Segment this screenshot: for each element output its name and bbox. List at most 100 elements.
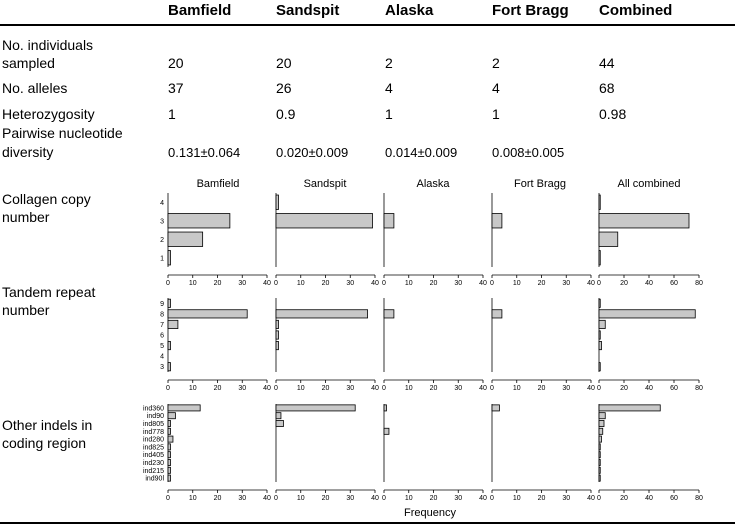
x-tick-label: 40 xyxy=(263,280,271,287)
x-tick-label: 30 xyxy=(238,280,246,287)
x-tick-label: 80 xyxy=(695,385,703,392)
header-combined: Combined xyxy=(599,2,672,19)
category-label-7: 7 xyxy=(160,322,164,329)
panel-titles: Bamfield Sandspit Alaska Fort Bragg All … xyxy=(197,178,681,190)
stat-heterozygosity-sandspit: 0.9 xyxy=(276,106,296,122)
bar-ind805 xyxy=(598,420,605,427)
x-tick-label: 30 xyxy=(454,495,462,502)
stat-diversity-bamfield: 0.131±0.064 xyxy=(168,145,240,160)
x-axis-label: Frequency xyxy=(404,507,456,519)
x-tick-label: 0 xyxy=(597,280,601,287)
row-label-tandem-line1: Tandem repeat xyxy=(2,284,96,300)
stat-diversity-alaska: 0.014±0.009 xyxy=(385,145,457,160)
bar-ind280 xyxy=(598,435,602,443)
panel-title-sandspit: Sandspit xyxy=(304,178,347,190)
panel-title-bamfield: Bamfield xyxy=(197,178,240,190)
summary-statistics: No. individuals sampled 20 20 2 2 44 No.… xyxy=(2,37,626,160)
x-tick-label: 0 xyxy=(382,385,386,392)
chart-3-panel-bamfield: 0 10 20 30 40 xyxy=(166,404,271,502)
bar-ind90 xyxy=(167,412,176,420)
bar-8 xyxy=(598,309,696,319)
x-tick-label: 20 xyxy=(214,385,222,392)
category-label-ind825: ind825 xyxy=(143,444,164,451)
category-label-ind280: ind280 xyxy=(143,437,164,444)
x-tick-label: 0 xyxy=(166,280,170,287)
bar-ind215 xyxy=(598,466,601,474)
bar-ind230 xyxy=(598,459,601,466)
bar-ind825 xyxy=(167,443,171,451)
x-tick-label: 20 xyxy=(538,495,546,502)
bar-3 xyxy=(598,362,601,372)
x-tick-label: 0 xyxy=(490,495,494,502)
category-label-3: 3 xyxy=(160,364,164,371)
header-fort-bragg: Fort Bragg xyxy=(492,2,569,19)
x-tick-label: 0 xyxy=(597,385,601,392)
category-label-ind90: ind90 xyxy=(147,413,164,420)
bar-ind230 xyxy=(167,459,171,466)
bar-ind360 xyxy=(275,404,356,412)
x-tick-label: 40 xyxy=(645,495,653,502)
x-tick-label: 60 xyxy=(670,385,678,392)
x-tick-label: 20 xyxy=(214,495,222,502)
bar-4 xyxy=(598,194,601,210)
bar-6 xyxy=(598,330,601,340)
stat-individuals-fort-bragg: 2 xyxy=(492,55,500,71)
bar-ind280 xyxy=(167,435,174,443)
x-tick-label: 40 xyxy=(479,495,487,502)
x-tick-label: 40 xyxy=(587,495,595,502)
bar-ind778 xyxy=(383,427,390,435)
bar-ind405 xyxy=(598,451,601,459)
bar-6 xyxy=(275,330,279,340)
x-tick-label: 30 xyxy=(454,385,462,392)
x-tick-label: 20 xyxy=(620,280,628,287)
category-label-5: 5 xyxy=(160,343,164,350)
category-label-ind360: ind360 xyxy=(143,405,164,412)
x-tick-label: 20 xyxy=(214,280,222,287)
x-tick-label: 10 xyxy=(297,495,305,502)
stat-label-diversity-line1: Pairwise nucleotide xyxy=(2,125,123,141)
category-label-ind778: ind778 xyxy=(143,429,164,436)
bar-ind778 xyxy=(598,427,604,435)
x-tick-label: 30 xyxy=(238,495,246,502)
category-label-9: 9 xyxy=(160,301,164,308)
x-tick-label: 40 xyxy=(371,280,379,287)
x-tick-label: 0 xyxy=(597,495,601,502)
x-tick-label: 40 xyxy=(587,280,595,287)
header-alaska: Alaska xyxy=(385,2,434,19)
row-label-tandem-line2: number xyxy=(2,302,50,318)
category-label-ind230: ind230 xyxy=(143,460,164,467)
chart-1-panel-bamfield: 0 10 20 30 40 xyxy=(166,193,271,287)
x-tick-label: 10 xyxy=(405,385,413,392)
x-tick-label: 20 xyxy=(538,280,546,287)
bar-8 xyxy=(275,309,368,319)
x-tick-label: 30 xyxy=(562,495,570,502)
x-tick-label: 40 xyxy=(371,385,379,392)
bar-ind360 xyxy=(167,404,201,412)
stat-label-heterozygosity: Heterozygosity xyxy=(2,106,95,122)
chart-3-panel-fort-bragg: 0 10 20 30 40 xyxy=(490,404,595,502)
x-tick-label: 30 xyxy=(346,280,354,287)
bar-ind360 xyxy=(383,404,387,412)
bar-3 xyxy=(491,213,503,229)
x-tick-label: 10 xyxy=(297,385,305,392)
stat-heterozygosity-bamfield: 1 xyxy=(168,106,176,122)
category-label-ind215: ind215 xyxy=(143,468,164,475)
x-tick-label: 30 xyxy=(454,280,462,287)
stat-label-individuals-line2: sampled xyxy=(2,55,55,71)
row-label-indels-line1: Other indels in xyxy=(2,417,92,433)
x-tick-label: 40 xyxy=(479,385,487,392)
category-label-ind805: ind805 xyxy=(143,421,164,428)
bar-3 xyxy=(167,213,231,229)
x-tick-label: 0 xyxy=(490,280,494,287)
x-tick-label: 40 xyxy=(263,495,271,502)
x-tick-label: 10 xyxy=(189,495,197,502)
category-label-ind405: ind405 xyxy=(143,452,164,459)
bar-ind825 xyxy=(598,443,601,451)
x-tick-label: 0 xyxy=(166,385,170,392)
x-tick-label: 40 xyxy=(645,385,653,392)
bar-7 xyxy=(167,319,179,329)
category-label-4: 4 xyxy=(160,354,164,361)
stat-label-alleles: No. alleles xyxy=(2,80,67,96)
header-sandspit: Sandspit xyxy=(276,2,339,19)
chart-3-panel-all-combined: 0 20 40 60 80 xyxy=(597,404,703,502)
